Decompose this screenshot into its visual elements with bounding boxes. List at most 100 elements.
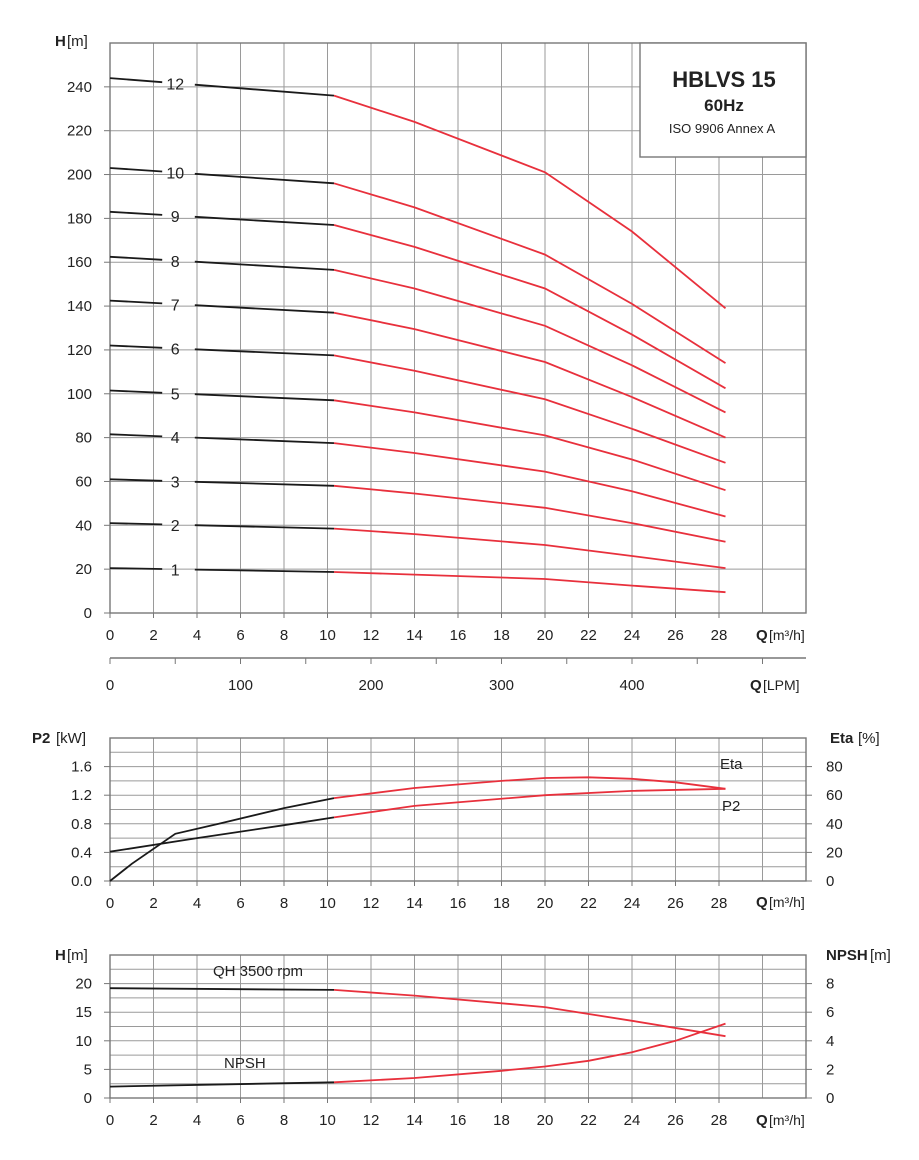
stage-6-label: 6 [171, 342, 180, 359]
c2-x-tick-label: 4 [193, 895, 201, 912]
c2-x-tick-label: 8 [280, 895, 288, 912]
qh-series-label: QH 3500 rpm [213, 963, 303, 980]
c1-y-label-unit: [m] [67, 33, 88, 50]
lpm-tick-label: 100 [228, 677, 253, 694]
c3-x-tick-label: 2 [149, 1112, 157, 1129]
c2-y-tick-label: 0.0 [71, 873, 92, 890]
lpm-tick-label: 400 [619, 677, 644, 694]
p2-series-label: P2 [722, 798, 740, 815]
c2-x-tick-label: 24 [624, 895, 641, 912]
stage-3-curve-segment-low [194, 480, 335, 487]
c1-y-tick-label: 200 [67, 167, 92, 184]
stage-8-label: 8 [171, 254, 180, 271]
c2-x-tick-label: 10 [319, 895, 336, 912]
stage-8-stub [109, 255, 163, 261]
p2-curve-segment-low [109, 816, 335, 853]
stage-9-curve-segment-high [333, 224, 726, 390]
c3-y-tick-label: 15 [75, 1004, 92, 1021]
c2-y-label-unit: [kW] [56, 730, 86, 747]
c1-y-tick-label: 180 [67, 210, 92, 227]
c2-y-label-bold: P2 [32, 730, 50, 747]
stage-6-curve-segment-high [333, 354, 726, 464]
stage-7-label: 7 [171, 297, 180, 314]
c3-x-tick-label: 8 [280, 1112, 288, 1129]
c3-x-tick-label: 18 [493, 1112, 510, 1129]
c3-x-tick-label: 10 [319, 1112, 336, 1129]
c2-x-tick-label: 22 [580, 895, 597, 912]
c3-y-tick-label: 5 [84, 1061, 92, 1078]
c1-x2-label-bold: Q [750, 677, 762, 694]
stage-2-label: 2 [171, 518, 180, 535]
c2-y2-tick-label: 80 [826, 759, 843, 776]
c3-x-tick-label: 0 [106, 1112, 114, 1129]
c1-x-tick-label: 8 [280, 627, 288, 644]
stage-4-curve-segment-high [333, 442, 726, 518]
stage-7-curve-segment-high [333, 311, 726, 439]
stage-12-curve-segment-high [333, 94, 727, 309]
c2-x-label-bold: Q [756, 894, 768, 911]
c2-y2-tick-label: 40 [826, 816, 843, 833]
stage-5-curve-segment-high [333, 399, 726, 492]
c2-x-tick-label: 16 [450, 895, 467, 912]
c3-x-label-bold: Q [756, 1112, 768, 1129]
c2-y2-tick-label: 20 [826, 844, 843, 861]
stage-8-curve-segment-high [333, 269, 726, 414]
stage-10-curve-segment-high [333, 182, 726, 364]
stage-4-label: 4 [171, 430, 180, 447]
c3-y2-tick-label: 2 [826, 1061, 834, 1078]
c2-y-tick-label: 0.4 [71, 844, 92, 861]
c1-x-tick-label: 22 [580, 627, 597, 644]
c3-x-tick-label: 28 [711, 1112, 728, 1129]
c2-x-tick-label: 20 [537, 895, 554, 912]
c3-x-label-unit: [m³/h] [769, 1112, 805, 1128]
c3-y2-tick-label: 6 [826, 1004, 834, 1021]
c2-x-tick-label: 26 [667, 895, 684, 912]
stage-6-curve-segment-low [194, 348, 335, 357]
c1-y-tick-label: 120 [67, 342, 92, 359]
c1-y-tick-label: 100 [67, 386, 92, 403]
c1-y-label-bold: H [55, 33, 66, 50]
stage-8-curve-segment-low [194, 260, 335, 271]
c1-x-tick-label: 6 [236, 627, 244, 644]
c1-x-tick-label: 12 [363, 627, 380, 644]
lpm-tick-label: 300 [489, 677, 514, 694]
stage-9-label: 9 [171, 209, 180, 226]
c3-x-tick-label: 22 [580, 1112, 597, 1129]
c1-y-tick-label: 140 [67, 298, 92, 315]
c3-y-tick-label: 20 [75, 976, 92, 993]
c3-x-tick-label: 20 [537, 1112, 554, 1129]
c2-y2-tick-label: 0 [826, 873, 834, 890]
c1-x-tick-label: 18 [493, 627, 510, 644]
c2-x-tick-label: 6 [236, 895, 244, 912]
stage-12-label: 12 [166, 76, 184, 93]
c1-x-tick-label: 4 [193, 627, 201, 644]
c1-x-label-bold: Q [756, 627, 768, 644]
stage-4-stub [109, 433, 163, 438]
c3-y2-tick-label: 4 [826, 1033, 834, 1050]
c1-x-tick-label: 26 [667, 627, 684, 644]
eta-curve-segment-high [333, 776, 726, 799]
c2-x-tick-label: 2 [149, 895, 157, 912]
c2-y-tick-label: 1.6 [71, 759, 92, 776]
c1-x2-label-unit: [LPM] [763, 677, 800, 693]
stage-2-curve-segment-low [194, 524, 335, 530]
stage-2-stub [109, 522, 163, 526]
c1-y-tick-label: 60 [75, 473, 92, 490]
c1-x-tick-label: 0 [106, 627, 114, 644]
stage-6-stub [109, 344, 163, 349]
c1-x-tick-label: 24 [624, 627, 641, 644]
stage-3-label: 3 [171, 474, 180, 491]
npsh-curve-segment-high [333, 1022, 726, 1084]
chart-subtitle: 60Hz [704, 96, 744, 115]
c1-x-tick-label: 28 [711, 627, 728, 644]
c1-y-tick-label: 20 [75, 561, 92, 578]
stage-10-stub [109, 167, 163, 173]
eta-series-label: Eta [720, 756, 743, 773]
c2-y2-label-bold: Eta [830, 730, 854, 747]
stage-7-curve-segment-low [194, 304, 335, 314]
qh-curve-segment-high [333, 989, 726, 1038]
c2-y2-tick-label: 60 [826, 787, 843, 804]
c3-x-tick-label: 14 [406, 1112, 423, 1129]
